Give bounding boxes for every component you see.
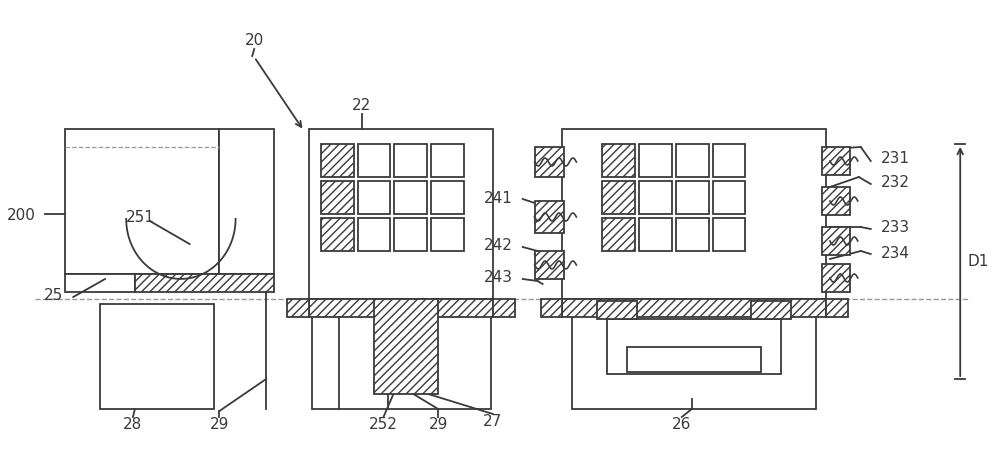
Bar bbox=[602, 218, 635, 252]
Bar bbox=[431, 218, 464, 252]
Bar bbox=[535, 252, 564, 279]
Bar bbox=[607, 319, 781, 374]
Bar bbox=[321, 218, 354, 252]
Bar bbox=[676, 182, 709, 214]
Bar bbox=[535, 148, 564, 177]
Bar bbox=[100, 304, 214, 409]
Bar bbox=[321, 182, 354, 214]
Bar bbox=[65, 130, 219, 274]
Text: 252: 252 bbox=[369, 417, 398, 431]
Bar bbox=[541, 299, 562, 317]
Bar bbox=[822, 148, 850, 176]
Bar bbox=[751, 301, 791, 319]
Bar bbox=[639, 218, 672, 252]
Bar bbox=[431, 145, 464, 177]
Bar bbox=[309, 130, 493, 299]
Text: 29: 29 bbox=[428, 417, 448, 431]
Text: 27: 27 bbox=[483, 414, 502, 429]
Text: 22: 22 bbox=[352, 97, 371, 112]
Bar bbox=[602, 182, 635, 214]
Bar bbox=[676, 218, 709, 252]
Bar bbox=[562, 130, 826, 299]
Bar bbox=[394, 182, 427, 214]
Bar bbox=[822, 187, 850, 216]
Bar bbox=[822, 264, 850, 293]
Bar bbox=[321, 145, 354, 177]
Bar bbox=[535, 202, 564, 233]
Text: 233: 233 bbox=[881, 219, 910, 234]
Bar bbox=[374, 299, 438, 394]
Bar bbox=[713, 145, 745, 177]
Bar bbox=[312, 299, 491, 409]
Bar bbox=[394, 145, 427, 177]
Text: 243: 243 bbox=[484, 270, 513, 285]
Bar bbox=[572, 299, 816, 409]
Text: 241: 241 bbox=[484, 190, 513, 205]
Bar bbox=[65, 274, 135, 293]
Text: 200: 200 bbox=[7, 207, 35, 222]
Text: D1: D1 bbox=[967, 254, 989, 269]
Text: 29: 29 bbox=[210, 417, 229, 431]
Bar bbox=[358, 218, 390, 252]
Text: 231: 231 bbox=[881, 150, 910, 165]
Bar bbox=[713, 182, 745, 214]
Bar bbox=[219, 130, 274, 274]
Text: 242: 242 bbox=[484, 238, 513, 253]
Bar bbox=[639, 145, 672, 177]
Bar bbox=[826, 299, 848, 317]
Bar bbox=[493, 299, 515, 317]
Bar bbox=[135, 274, 274, 293]
Text: 20: 20 bbox=[245, 32, 264, 47]
Text: 251: 251 bbox=[125, 209, 154, 224]
Bar bbox=[676, 145, 709, 177]
Text: 25: 25 bbox=[44, 287, 63, 302]
Text: 28: 28 bbox=[123, 417, 143, 431]
Bar bbox=[358, 145, 390, 177]
Bar bbox=[309, 299, 493, 317]
Bar bbox=[602, 145, 635, 177]
Bar bbox=[713, 218, 745, 252]
Text: 234: 234 bbox=[881, 245, 910, 260]
Bar bbox=[627, 347, 761, 372]
Bar bbox=[394, 218, 427, 252]
Bar bbox=[431, 182, 464, 214]
Bar bbox=[597, 301, 637, 319]
Text: 232: 232 bbox=[881, 174, 910, 189]
Bar bbox=[822, 228, 850, 255]
Bar bbox=[358, 182, 390, 214]
Bar bbox=[639, 182, 672, 214]
Text: 26: 26 bbox=[672, 417, 691, 431]
Bar bbox=[562, 299, 826, 317]
Bar bbox=[287, 299, 309, 317]
